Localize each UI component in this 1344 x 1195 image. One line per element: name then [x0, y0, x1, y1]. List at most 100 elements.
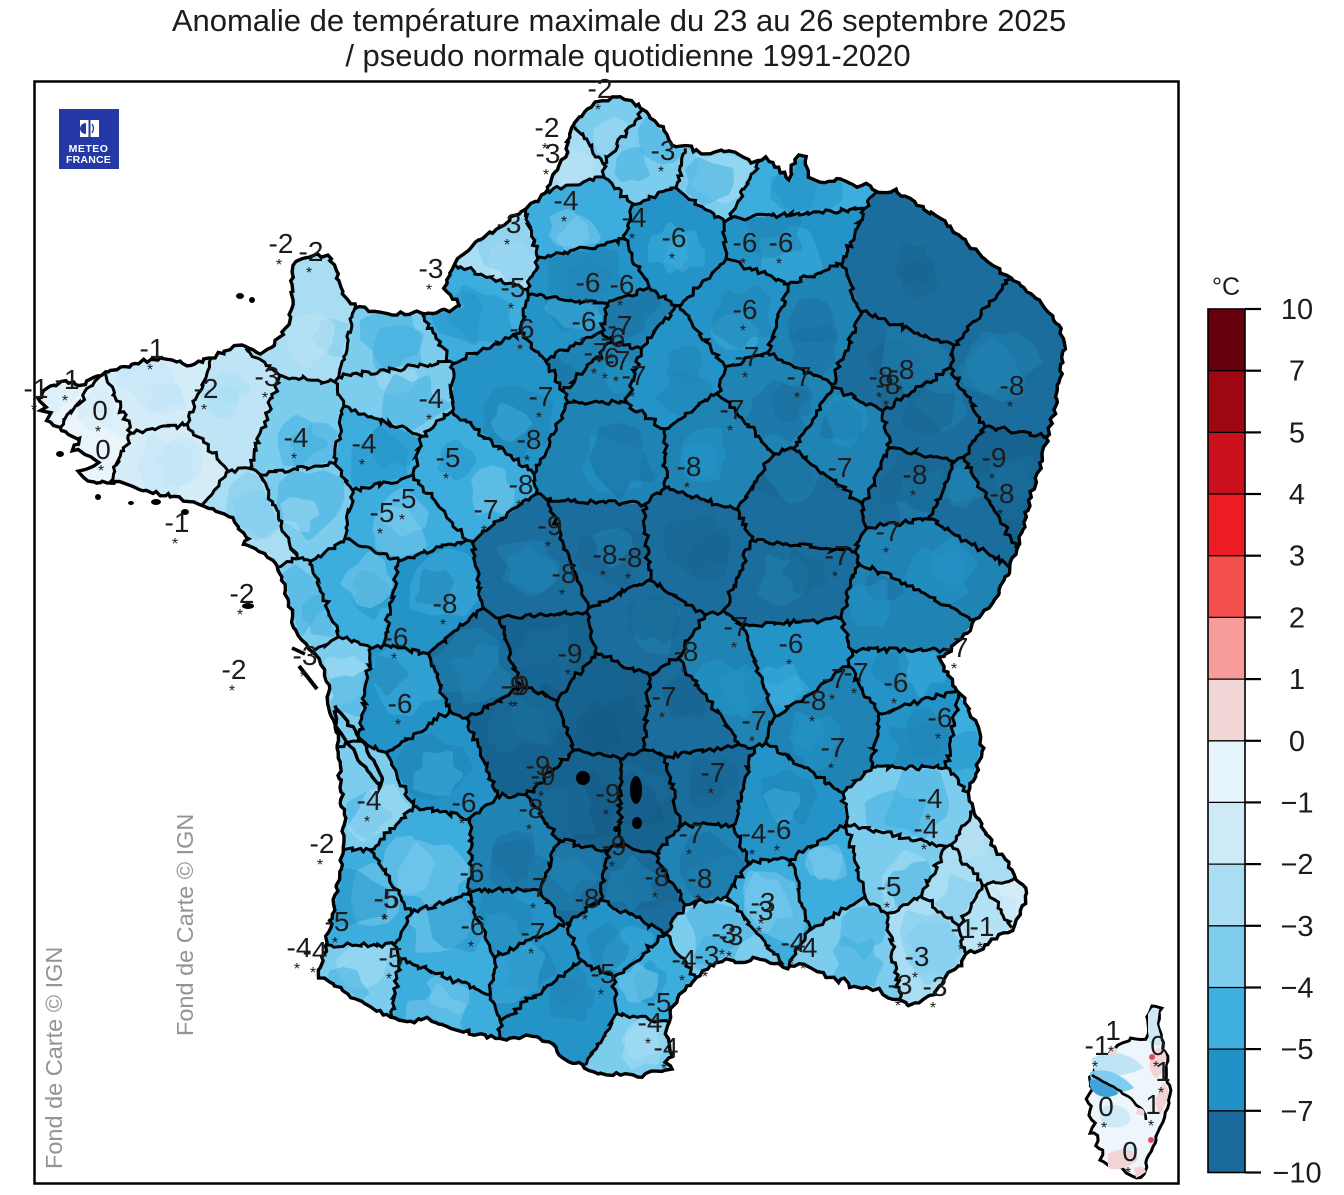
svg-text:*: *: [1007, 399, 1013, 416]
svg-text:*: *: [512, 699, 518, 716]
svg-text:-9: -9: [501, 670, 526, 701]
svg-text:/ pseudo normale quotidienne 1: / pseudo normale quotidienne 1991-2020: [345, 38, 910, 73]
svg-text:-8: -8: [802, 685, 827, 716]
svg-text:-8: -8: [1000, 370, 1025, 401]
svg-text:-9: -9: [596, 778, 621, 809]
svg-text:*: *: [559, 587, 565, 604]
svg-text:*: *: [669, 251, 675, 268]
svg-text:*: *: [504, 237, 510, 254]
svg-text:-6: -6: [733, 227, 758, 258]
svg-text:*: *: [317, 857, 323, 874]
svg-text:-5: -5: [374, 883, 399, 914]
svg-text:0: 0: [1122, 1136, 1138, 1167]
svg-text:1: 1: [1289, 664, 1305, 696]
svg-text:*: *: [1108, 1044, 1114, 1061]
svg-text:*: *: [884, 900, 890, 917]
svg-text:-9: -9: [982, 442, 1007, 473]
svg-text:*: *: [828, 761, 834, 778]
svg-text:-8: -8: [433, 588, 458, 619]
svg-text:-2: -2: [588, 73, 613, 104]
svg-text:*: *: [517, 342, 523, 359]
svg-text:*: *: [524, 453, 530, 470]
svg-text:*: *: [876, 390, 882, 407]
svg-text:*: *: [997, 507, 1003, 524]
svg-text:-6: -6: [767, 814, 792, 845]
svg-text:*: *: [386, 971, 392, 988]
svg-text:*: *: [758, 916, 764, 933]
svg-text:-3: -3: [255, 361, 280, 392]
svg-text:-6: -6: [769, 227, 794, 258]
svg-text:*: *: [958, 942, 964, 959]
svg-text:*: *: [306, 265, 312, 282]
svg-text:*: *: [695, 892, 701, 909]
svg-text:*: *: [921, 842, 927, 859]
svg-text:-2: -2: [310, 828, 335, 859]
svg-text:*: *: [395, 717, 401, 734]
svg-text:-7: -7: [735, 341, 760, 372]
svg-text:*: *: [426, 412, 432, 429]
svg-text:-5: -5: [379, 942, 404, 973]
svg-text:-2: -2: [230, 578, 255, 609]
svg-text:*: *: [629, 389, 635, 406]
svg-text:-4: -4: [654, 1032, 679, 1063]
svg-text:-4: -4: [914, 813, 939, 844]
svg-text:*: *: [459, 816, 465, 833]
svg-text:*: *: [719, 947, 725, 964]
svg-text:-6: -6: [384, 622, 409, 653]
svg-text:-8: -8: [645, 861, 670, 892]
svg-text:-4: -4: [672, 944, 697, 975]
svg-text:-9: -9: [526, 750, 551, 781]
svg-text:*: *: [910, 488, 916, 505]
svg-text:*: *: [749, 734, 755, 751]
svg-text:*: *: [95, 424, 101, 441]
svg-text:-9: -9: [538, 510, 563, 541]
svg-text:-8: -8: [903, 459, 928, 490]
svg-text:-6: -6: [452, 787, 477, 818]
svg-text:*: *: [1153, 1059, 1159, 1076]
svg-text:-7: -7: [474, 494, 499, 525]
svg-text:*: *: [310, 965, 316, 982]
svg-text:-2: -2: [194, 373, 219, 404]
svg-text:-4: -4: [918, 783, 943, 814]
svg-text:-9: -9: [531, 760, 556, 791]
svg-text:*: *: [681, 665, 687, 682]
svg-text:−7: −7: [1280, 1096, 1313, 1128]
svg-text:-7: -7: [606, 345, 631, 376]
svg-text:*: *: [98, 463, 104, 480]
svg-text:0: 0: [1150, 1030, 1166, 1061]
svg-text:*: *: [542, 141, 548, 158]
svg-text:-5: -5: [647, 987, 672, 1018]
svg-text:-6: -6: [779, 628, 804, 659]
svg-text:-5: -5: [375, 883, 400, 914]
svg-text:-7: -7: [828, 452, 853, 483]
svg-text:-6: -6: [610, 269, 635, 300]
svg-text:Anomalie de température maxima: Anomalie de température maximale du 23 a…: [172, 3, 1066, 38]
svg-text:*: *: [1125, 1165, 1131, 1182]
svg-text:-7: -7: [529, 381, 554, 412]
svg-text:-7: -7: [584, 337, 609, 368]
svg-text:-3: -3: [497, 208, 522, 239]
svg-text:*: *: [399, 512, 405, 529]
svg-text:-7: -7: [742, 705, 767, 736]
svg-text:-9: -9: [505, 670, 530, 701]
svg-text:-3: -3: [651, 135, 676, 166]
svg-text:*: *: [829, 692, 835, 709]
svg-text:*: *: [742, 370, 748, 387]
svg-text:-6: -6: [662, 222, 687, 253]
svg-text:*: *: [686, 847, 692, 864]
svg-text:-5: -5: [501, 272, 526, 303]
svg-text:*: *: [851, 686, 857, 703]
svg-text:-4: -4: [419, 383, 444, 414]
svg-text:−10: −10: [1272, 1158, 1321, 1190]
svg-text:*: *: [595, 102, 601, 119]
svg-text:*: *: [565, 667, 571, 684]
svg-text:-8: -8: [674, 636, 699, 667]
svg-text:*: *: [731, 640, 737, 657]
svg-text:*: *: [300, 669, 306, 686]
svg-text:-2: -2: [299, 236, 324, 267]
svg-text:*: *: [294, 961, 300, 978]
svg-text:-3: -3: [719, 920, 744, 951]
svg-text:-1: -1: [55, 364, 80, 395]
svg-text:*: *: [468, 939, 474, 956]
svg-text:-1: -1: [140, 333, 165, 364]
